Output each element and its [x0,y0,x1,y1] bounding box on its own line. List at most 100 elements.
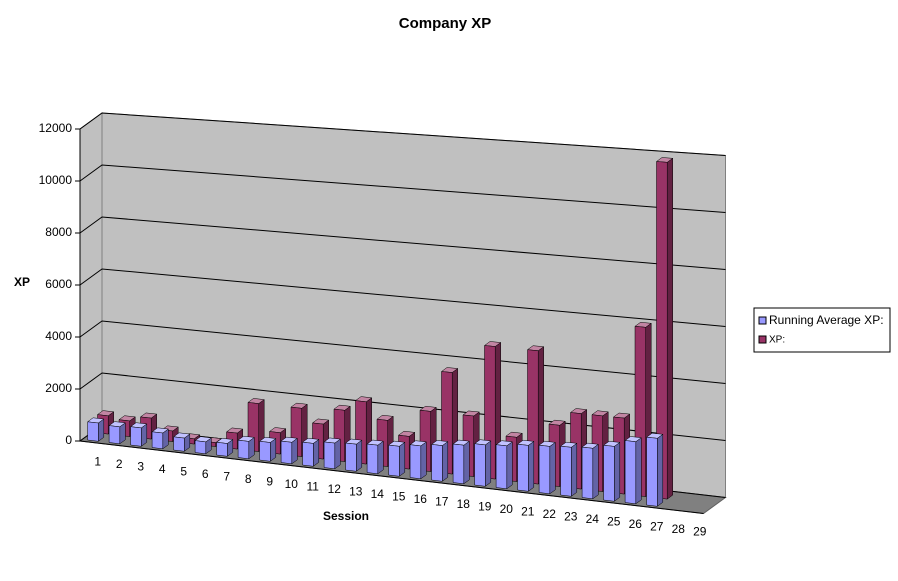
bar [259,441,271,462]
x-tick-label: 2 [116,457,123,471]
x-axis-label: Session [323,509,369,523]
y-tick-label: 4000 [45,329,72,343]
x-tick-label: 24 [586,512,600,526]
bar-side [313,438,320,467]
bar-side [657,433,664,507]
bar [409,444,422,480]
grid-line [79,216,726,270]
bar-side [334,438,341,470]
y-tick-label: 12000 [39,121,73,135]
x-tick-label: 16 [414,492,428,506]
bar [87,421,99,442]
bar-side [463,440,470,485]
bar-side [442,441,449,482]
bar-side [549,441,556,495]
bar-side [592,443,599,500]
x-tick-label: 23 [564,509,578,523]
x-tick-label: 13 [349,484,363,498]
bar [151,431,164,450]
bar [538,444,551,495]
x-tick-label: 14 [371,487,385,501]
bar-side [528,440,535,492]
bar-side [666,157,673,500]
bar [495,444,508,490]
x-tick-label: 19 [478,499,492,513]
bar [474,443,486,487]
bar [560,445,572,497]
bar [302,441,314,467]
grid-line [79,372,726,441]
bar [323,441,336,470]
bar-side [506,441,513,490]
x-tick-label: 22 [543,507,557,521]
y-tick-label: 2000 [45,381,72,395]
x-tick-label: 7 [223,469,230,483]
bar [345,442,357,472]
bar [517,443,529,492]
x-tick-label: 28 [672,522,686,536]
bar-side [291,437,298,465]
x-tick-label: 12 [328,482,342,496]
bar-side [377,440,384,475]
x-tick-label: 29 [693,524,707,538]
x-tick-label: 5 [180,464,187,478]
bar [603,445,615,502]
grid-line [79,164,726,213]
x-tick-label: 8 [245,472,252,486]
bar [108,425,121,445]
bar-side [356,439,363,472]
x-tick-label: 3 [137,459,144,473]
x-tick-label: 26 [629,517,643,531]
x-tick-label: 9 [266,474,273,488]
legend-label: Running Average XP: [769,313,884,327]
grid-line [79,320,726,384]
grid-line [79,112,726,156]
x-tick-label: 15 [392,489,406,503]
bar [130,426,142,447]
bar-side [635,437,642,505]
x-tick-label: 1 [94,454,101,468]
x-tick-label: 21 [521,504,535,518]
y-axis-label: XP [14,275,30,289]
grid-line [79,268,726,327]
x-tick-label: 25 [607,514,621,528]
bar-side [614,441,621,502]
bar-side [485,440,492,487]
y-tick-label: 8000 [45,225,72,239]
x-tick-label: 27 [650,519,664,533]
legend-swatch [758,316,767,325]
bar [216,442,228,457]
x-tick-label: 18 [457,497,471,511]
x-tick-label: 6 [202,467,209,481]
bar [581,446,594,500]
bar [431,444,443,482]
bar [656,161,668,500]
x-tick-label: 10 [285,477,299,491]
legend-swatch [758,335,767,344]
chart-title: Company XP [399,15,492,32]
bar [388,444,400,477]
x-tick-label: 11 [307,479,320,493]
bar [452,443,465,485]
bar [366,443,379,475]
legend-label: XP: [769,335,785,346]
x-tick-label: 17 [435,494,449,508]
bar [194,440,207,455]
legend-box [753,307,891,353]
bar-side [420,441,427,480]
bar [173,436,185,452]
y-tick-label: 6000 [45,277,72,291]
bar [624,440,637,505]
x-tick-label: 4 [159,462,166,476]
x-tick-label: 20 [500,502,514,516]
bar-side [399,441,406,477]
y-tick-label: 0 [65,433,72,447]
x-axis [79,440,704,514]
y-tick-label: 10000 [39,173,73,187]
bar-side [571,442,578,497]
bar [646,436,658,507]
bar [237,439,250,460]
